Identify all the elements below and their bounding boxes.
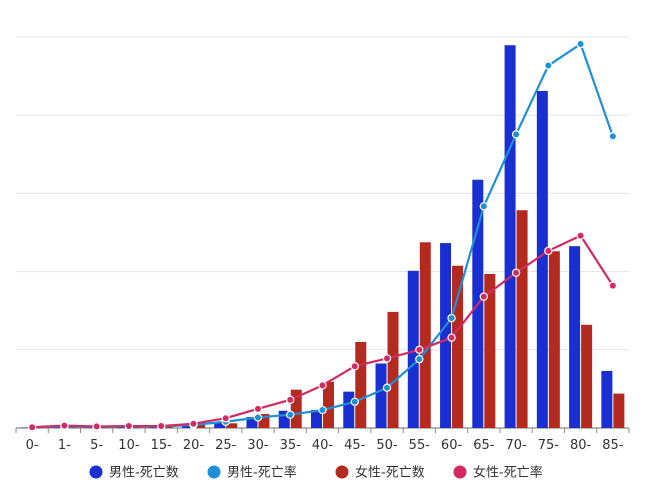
bar[interactable] [214,422,226,428]
x-tick-label: 20- [183,438,205,453]
data-point[interactable] [221,414,230,423]
x-tick-label: 30- [247,438,269,453]
data-point[interactable] [253,413,263,422]
data-point[interactable] [92,422,101,431]
bar[interactable] [311,410,322,428]
bars [20,45,625,428]
legend-item[interactable]: 男性-死亡率 [207,465,297,481]
x-tick-label: 0- [26,438,39,453]
data-point[interactable] [60,421,69,430]
data-point[interactable] [156,421,166,431]
bar[interactable] [536,90,548,428]
bar[interactable] [516,210,528,428]
bar[interactable] [323,381,334,428]
x-tick-label: 50- [376,438,398,453]
data-point[interactable] [608,132,618,141]
x-tick-label: 80- [570,438,592,453]
data-point[interactable] [576,39,585,49]
bar[interactable] [504,45,516,428]
bar[interactable] [419,242,431,428]
legend[interactable]: 男性-死亡数 男性-死亡率 女性-死亡数 女性-死亡率 [89,465,543,481]
bar[interactable] [355,341,367,428]
lines [27,39,618,432]
data-point[interactable] [608,281,618,290]
x-tick-label: 40- [312,438,334,453]
bar[interactable] [387,311,399,428]
legend-label: 女性-死亡率 [473,465,543,481]
data-point[interactable] [479,292,489,301]
bar[interactable] [193,424,205,428]
data-point[interactable] [447,313,456,323]
legend-marker [89,465,103,479]
x-tick-label: 35- [280,438,302,453]
bar[interactable] [246,417,258,428]
bar[interactable] [581,324,593,428]
data-point[interactable] [479,202,489,211]
x-tick-label: 25- [215,438,237,453]
legend-marker [335,465,349,479]
data-point[interactable] [382,383,392,392]
data-point[interactable] [415,354,424,364]
data-point[interactable] [286,395,295,405]
legend-label: 男性-死亡率 [227,465,297,481]
legend-label: 男性-死亡数 [109,466,179,481]
data-point[interactable] [27,423,37,432]
data-point[interactable] [124,421,134,431]
x-tick-label: 5- [90,438,103,453]
x-tick-label: 10- [118,438,140,453]
bar[interactable] [258,413,270,428]
bar[interactable] [548,251,560,428]
data-point[interactable] [350,397,359,407]
x-tick-label: 70- [505,438,527,453]
x-tick-label: 65- [473,438,495,453]
legend-marker [207,465,221,479]
x-axis: 0- 1- 5- 10- 15- 20- 25- 30- 35- 40- 45- 50- 55- 60- 6… [15,428,630,453]
x-tick-label: 1- [58,438,71,453]
legend-label: 女性-死亡数 [355,465,425,481]
legend-item[interactable]: 女性-死亡率 [453,465,543,481]
data-point[interactable] [286,410,295,419]
x-tick-label: 45- [344,438,366,453]
data-point[interactable] [447,333,456,342]
data-point[interactable] [544,246,553,256]
bar[interactable] [484,273,496,428]
data-point[interactable] [253,404,263,414]
bar[interactable] [343,391,355,428]
legend-item[interactable]: 男性-死亡数 [89,465,179,481]
legend-item[interactable]: 女性-死亡数 [335,465,425,481]
data-point[interactable] [511,130,521,139]
x-tick-label: 75- [538,438,560,453]
data-point[interactable] [350,362,359,371]
bar[interactable] [601,370,613,428]
bar[interactable] [226,423,238,428]
data-point[interactable] [318,405,327,415]
bar[interactable] [181,424,193,428]
x-tick-label: 60- [441,438,463,453]
bar[interactable] [278,410,290,428]
data-point[interactable] [415,345,424,354]
x-tick-label: 55- [409,438,431,453]
bar[interactable] [375,363,387,428]
bar[interactable] [613,393,625,428]
data-point[interactable] [576,231,585,240]
bar[interactable] [407,270,419,428]
data-point[interactable] [382,354,392,363]
x-tick-label: 85- [602,438,624,453]
legend-marker [453,465,467,479]
data-point[interactable] [189,419,198,428]
bar[interactable] [452,265,464,428]
bar[interactable] [569,246,581,428]
bar[interactable] [440,243,452,428]
data-point[interactable] [318,381,327,390]
bar[interactable] [290,389,302,428]
data-point[interactable] [511,268,521,277]
data-point[interactable] [544,61,553,70]
x-tick-label: 15- [151,438,173,453]
